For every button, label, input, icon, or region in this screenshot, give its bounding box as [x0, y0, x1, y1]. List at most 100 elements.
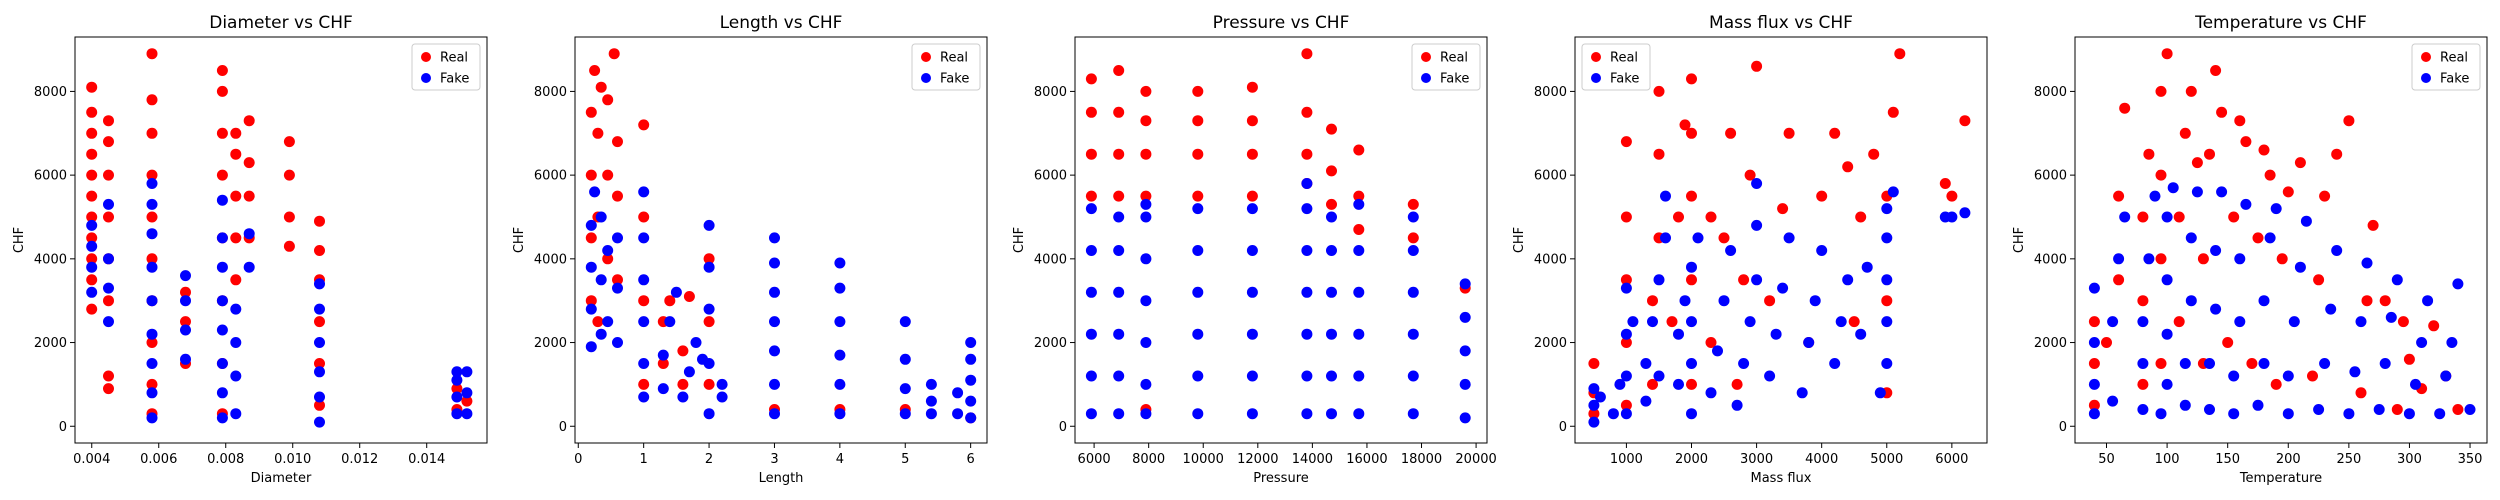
real-point — [451, 383, 463, 395]
real-point — [1140, 148, 1152, 160]
fake-point — [314, 391, 325, 403]
fake-point — [1459, 278, 1471, 290]
fake-point — [1085, 203, 1097, 215]
fake-point — [1640, 395, 1652, 407]
real-point — [146, 378, 158, 390]
fake-point — [952, 387, 964, 399]
points-layer — [86, 48, 473, 428]
y-tick-label: 4000 — [1034, 252, 1067, 267]
real-point — [1725, 127, 1737, 139]
y-tick-label: 6000 — [34, 169, 67, 184]
fake-point — [1140, 211, 1152, 223]
fake-point — [1140, 408, 1152, 420]
real-point — [1666, 316, 1678, 328]
fake-point — [2228, 370, 2240, 382]
x-tick-label: 12000 — [1237, 452, 1278, 467]
fake-point — [2452, 278, 2464, 290]
fake-point — [834, 378, 846, 390]
y-tick-label: 4000 — [534, 252, 567, 267]
chart-panel-4: 50 100 150 200 250 300 350 0 2000 4000 6000 8000 Tem… — [2012, 13, 2488, 486]
fake-point — [2391, 274, 2403, 286]
x-tick-label: 0.014 — [408, 452, 445, 467]
real-point — [86, 274, 98, 286]
fake-point — [1085, 328, 1097, 340]
real-point — [243, 157, 255, 169]
fake-point — [1751, 219, 1763, 231]
fake-point — [103, 198, 114, 210]
real-point — [283, 240, 295, 252]
real-point — [2282, 186, 2294, 198]
real-point — [1777, 203, 1789, 215]
legend-marker-real — [921, 52, 931, 62]
fake-point — [1113, 408, 1125, 420]
real-point — [216, 127, 228, 139]
y-tick-label: 4000 — [34, 252, 67, 267]
real-point — [1353, 190, 1365, 202]
fake-point — [146, 387, 158, 399]
fake-point — [1686, 261, 1697, 273]
legend-label-real: Real — [1610, 51, 1638, 66]
fake-point — [899, 316, 911, 328]
fake-point — [612, 337, 623, 348]
fake-point — [1614, 378, 1626, 390]
fake-point — [180, 353, 191, 365]
real-point — [1881, 295, 1893, 307]
fake-point — [2167, 182, 2179, 194]
y-tick-label: 4000 — [1534, 252, 1567, 267]
real-point — [2367, 219, 2379, 231]
chart-title: Mass flux vs CHF — [1709, 13, 1853, 33]
y-tick-label: 2000 — [34, 336, 67, 351]
fake-point — [1113, 328, 1125, 340]
real-point — [585, 169, 597, 181]
x-tick-label: 100 — [2155, 452, 2180, 467]
x-tick-label: 5000 — [1870, 452, 1903, 467]
fake-point — [146, 228, 158, 240]
fake-point — [2107, 395, 2119, 407]
fake-point — [1959, 207, 1971, 219]
fake-point — [1192, 286, 1204, 298]
fake-point — [585, 261, 597, 273]
real-point — [1085, 106, 1097, 118]
real-point — [283, 169, 295, 181]
y-tick-label: 0 — [1059, 420, 1067, 435]
fake-point — [1874, 387, 1886, 399]
fake-point — [657, 349, 669, 361]
fake-point — [86, 261, 98, 273]
fake-point — [1588, 399, 1600, 411]
y-tick-label: 8000 — [1034, 85, 1067, 100]
real-point — [1731, 378, 1743, 390]
real-point — [1301, 106, 1313, 118]
real-point — [585, 232, 597, 244]
real-point — [2119, 102, 2131, 114]
x-tick-label: 300 — [2397, 452, 2422, 467]
fake-point — [1246, 203, 1258, 215]
real-point — [2179, 127, 2191, 139]
fake-point — [1803, 337, 1815, 348]
fake-point — [769, 408, 780, 420]
y-axis-label: CHF — [1512, 227, 1527, 253]
fake-point — [1653, 274, 1665, 286]
x-tick-label: 0.004 — [73, 452, 110, 467]
real-point — [589, 65, 601, 76]
fake-point — [716, 391, 728, 403]
fake-point — [86, 286, 98, 298]
fake-point — [1881, 203, 1893, 215]
fake-point — [1301, 370, 1313, 382]
fake-point — [2137, 358, 2149, 369]
fake-point — [834, 408, 846, 420]
fake-point — [2349, 366, 2361, 378]
real-point — [1192, 115, 1204, 127]
real-point — [612, 136, 623, 148]
fake-point — [1881, 274, 1893, 286]
real-point — [103, 370, 114, 382]
fake-point — [638, 186, 650, 198]
real-point — [1085, 190, 1097, 202]
y-tick-label: 0 — [1559, 420, 1567, 435]
real-point — [1113, 106, 1125, 118]
fake-point — [1192, 203, 1204, 215]
real-point — [677, 378, 689, 390]
real-point — [103, 383, 114, 395]
fake-point — [1718, 295, 1730, 307]
fake-point — [2294, 261, 2306, 273]
